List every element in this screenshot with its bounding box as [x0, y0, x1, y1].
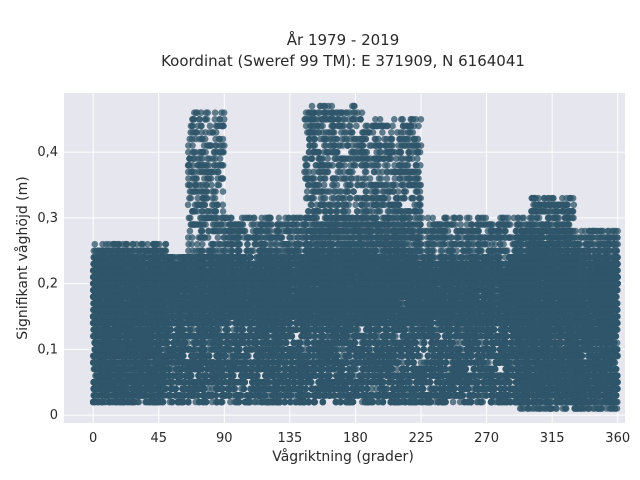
chart-title-line1: År 1979 - 2019 — [287, 30, 400, 49]
chart-title-line2: Koordinat (Sweref 99 TM): E 371909, N 61… — [161, 52, 525, 70]
data-point — [339, 346, 346, 353]
data-point — [227, 398, 234, 406]
data-point — [485, 359, 492, 366]
data-point — [456, 339, 463, 347]
data-points — [89, 102, 621, 412]
data-point — [394, 365, 401, 373]
data-point — [449, 398, 457, 406]
